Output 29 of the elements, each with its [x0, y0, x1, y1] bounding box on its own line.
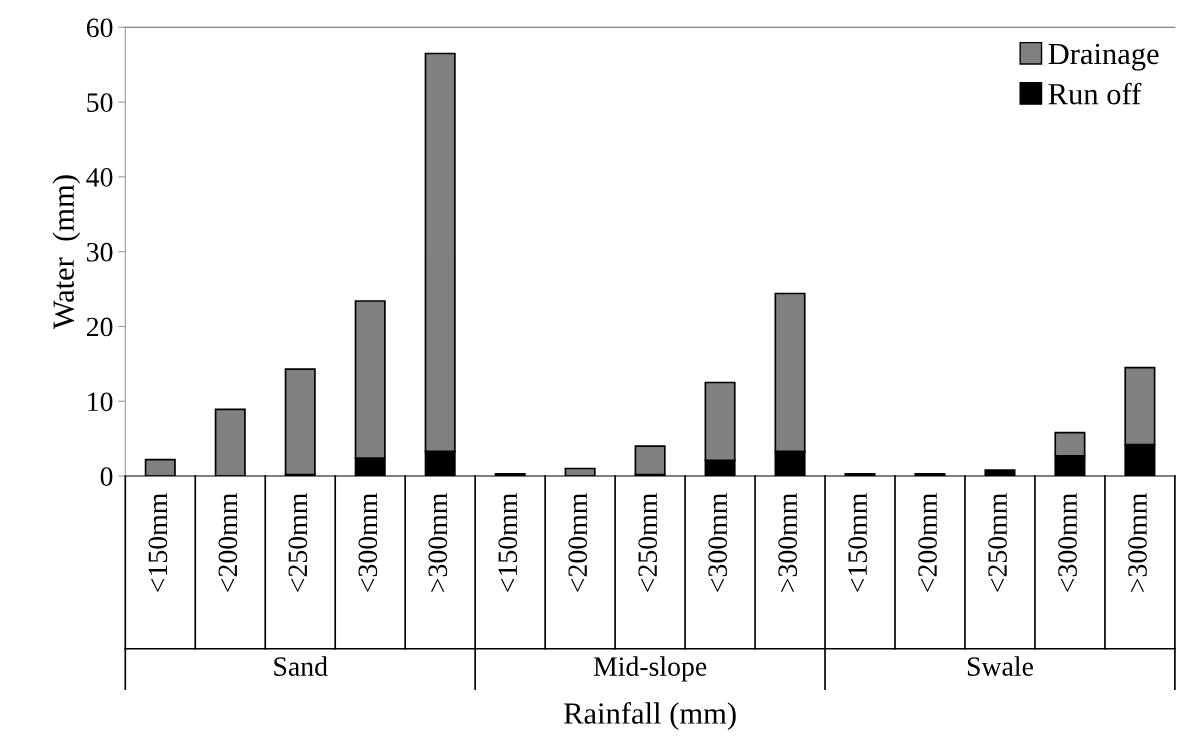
x-tick-label: <150mm — [148, 493, 168, 592]
x-tick-label: <200mm — [568, 493, 588, 592]
x-tick-label: <300mm — [358, 493, 378, 592]
x-tick-label: <300mm — [1058, 493, 1077, 592]
x-tick-label: <250mm — [638, 493, 658, 592]
x-tick-label: >300mm — [428, 493, 448, 592]
x-tick-label: <150mm — [498, 493, 518, 592]
x-tick-label: <200mm — [918, 493, 937, 592]
y-tick-label: 40 — [86, 168, 113, 187]
x-tick-label: <250mm — [288, 493, 308, 592]
text: Mid-slope — [593, 656, 707, 682]
y-tick-label: 50 — [87, 93, 113, 112]
x-tick-label: <300mm — [708, 493, 728, 592]
text: Swale — [967, 656, 1033, 676]
x-tick-label: <250mm — [988, 493, 1007, 592]
y-tick-label: 30 — [87, 242, 113, 262]
x-tick-label: >300mm — [778, 493, 797, 592]
x-axis-title: Rainfall (mm) — [564, 702, 736, 731]
legend-label: Drainage — [1048, 43, 1159, 71]
text: Sand — [274, 656, 328, 676]
y-tick-label: 10 — [88, 392, 113, 412]
y-axis-title: Water (mm) — [52, 175, 81, 330]
y-tick-label: 0 — [100, 467, 113, 486]
x-tick-label: <200mm — [218, 493, 238, 592]
x-tick-label: <150mm — [848, 493, 867, 592]
y-tick-label: 20 — [86, 317, 113, 337]
x-tick-label: >300mm — [1128, 493, 1147, 592]
legend-label: Run off — [1048, 82, 1142, 105]
y-tick-label: 60 — [86, 18, 113, 38]
